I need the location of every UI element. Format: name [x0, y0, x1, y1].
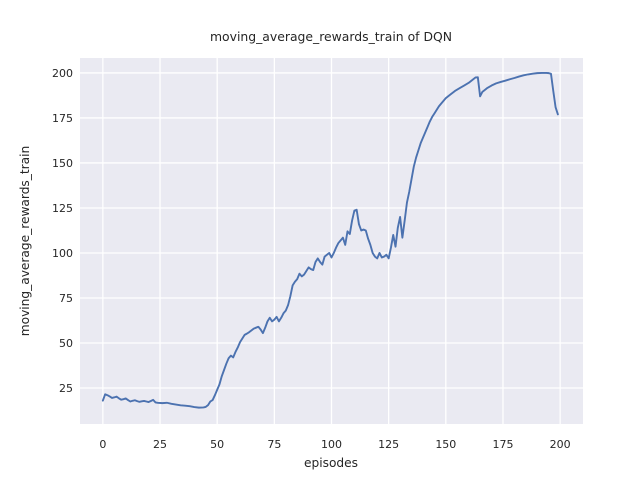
y-tick-label: 200	[52, 67, 73, 80]
y-tick-label: 50	[59, 337, 73, 350]
y-tick-label: 25	[59, 382, 73, 395]
y-tick-label: 75	[59, 292, 73, 305]
x-tick-labels: 0 25 50 75 100 125 150 175 200	[99, 438, 570, 451]
dqn-reward-line	[101, 71, 559, 409]
x-tick-label: 75	[267, 438, 281, 451]
x-tick-label: 150	[435, 438, 456, 451]
y-tick-label: 175	[52, 112, 73, 125]
y-tick-label: 150	[52, 157, 73, 170]
x-tick-label: 100	[321, 438, 342, 451]
x-tick-label: 0	[99, 438, 106, 451]
chart-title: moving_average_rewards_train of DQN	[210, 29, 452, 44]
x-tick-label: 25	[153, 438, 167, 451]
x-tick-label: 200	[550, 438, 571, 451]
y-axis-label: moving_average_rewards_train	[18, 146, 32, 337]
y-tick-label: 100	[52, 247, 73, 260]
x-tick-label: 125	[378, 438, 399, 451]
gridlines	[80, 58, 583, 424]
y-tick-label: 125	[52, 202, 73, 215]
x-axis-label: episodes	[304, 456, 358, 470]
x-tick-label: 175	[492, 438, 513, 451]
y-tick-labels: 25 50 75 100 125 150 175 200	[52, 67, 73, 395]
x-tick-label: 50	[210, 438, 224, 451]
